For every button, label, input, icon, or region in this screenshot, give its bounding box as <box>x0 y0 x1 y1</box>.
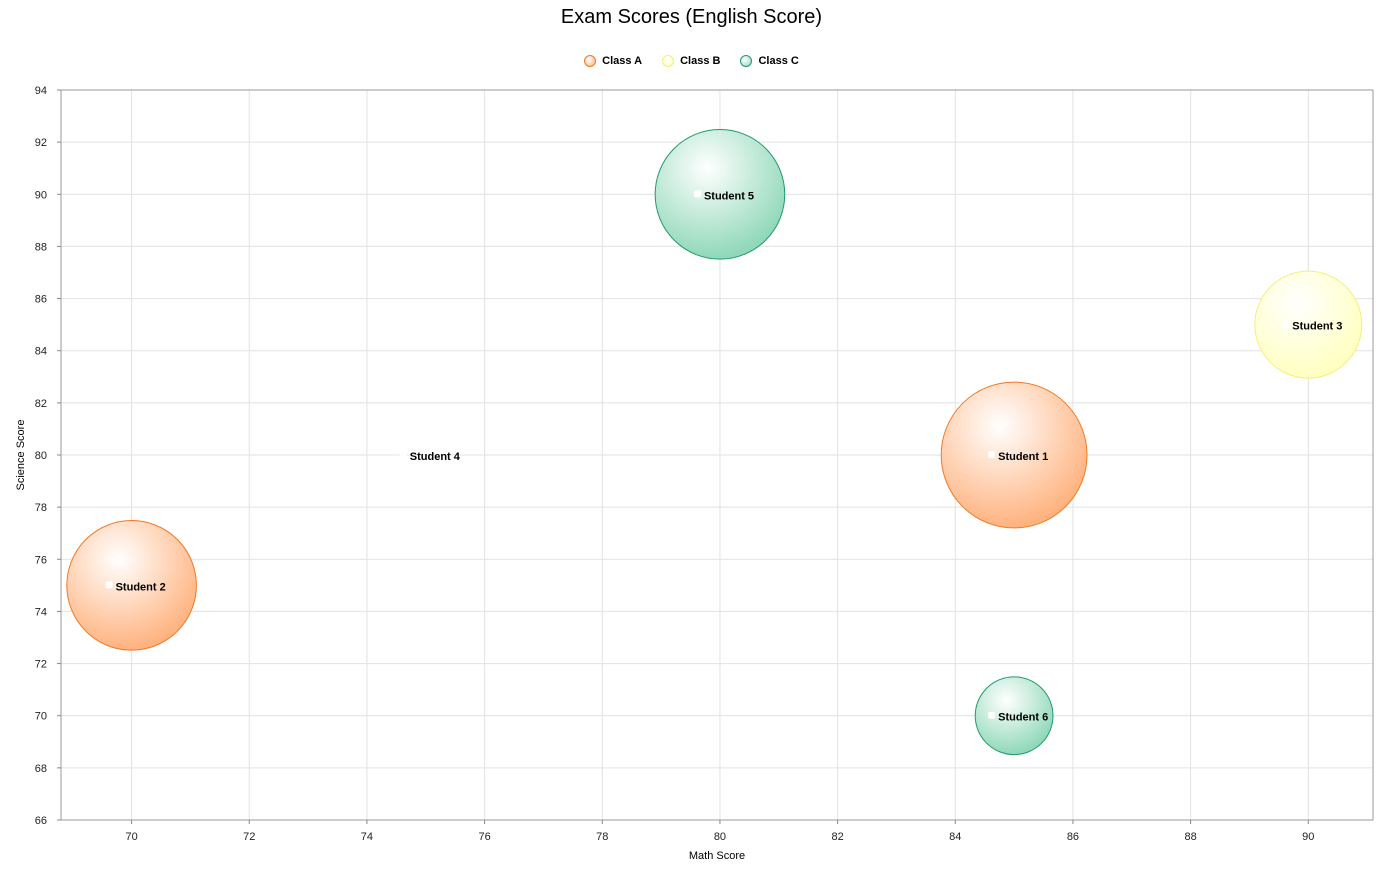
chart-title: Exam Scores (English Score) <box>560 6 823 28</box>
x-tick-label: 84 <box>949 831 961 843</box>
bubble-label-student-5: Student 5 <box>704 190 754 202</box>
bubble-label-student-6: Student 6 <box>998 712 1048 724</box>
axes: 70 72 74 76 78 80 82 84 86 88 90 66 68 70 72 74 76 78 80 82… <box>35 85 1374 843</box>
y-tick-label: 90 <box>35 189 47 201</box>
y-tick-label: 68 <box>35 763 47 775</box>
y-tick-label: 86 <box>35 294 47 306</box>
y-tick-label: 78 <box>35 502 47 514</box>
label-marker-student-5 <box>693 190 701 198</box>
legend-label-class-b: Class B <box>680 55 721 67</box>
label-marker-student-1 <box>988 451 996 458</box>
y-tick-label: 82 <box>35 398 47 410</box>
legend-swatch-class-c <box>740 55 753 67</box>
bubble-label-student-4: Student 4 <box>410 451 461 463</box>
x-tick-label: 90 <box>1302 831 1314 843</box>
legend-label-class-c: Class C <box>758 55 799 67</box>
x-tick-label: 82 <box>831 831 843 843</box>
y-tick-label: 80 <box>35 450 47 462</box>
bubble-label-student-3: Student 3 <box>1292 321 1342 333</box>
label-marker-student-4 <box>399 451 407 458</box>
label-marker-student-3 <box>1282 320 1290 328</box>
x-tick-label: 88 <box>1184 831 1196 843</box>
x-tick-label: 72 <box>243 831 255 843</box>
y-tick-label: 66 <box>35 815 47 827</box>
legend-swatch-class-a <box>584 55 597 67</box>
x-tick-label: 70 <box>125 831 137 843</box>
y-tick-label: 92 <box>35 137 47 149</box>
bubbles <box>66 128 1363 756</box>
x-axis-title: Math Score <box>689 850 745 862</box>
bubble-labels: Student 1 Student 2 Student 3 Student 4 Stud… <box>105 190 1342 724</box>
y-tick-label: 94 <box>35 85 47 97</box>
y-tick-label: 88 <box>35 241 47 253</box>
y-axis-title: Science Score <box>15 420 27 491</box>
label-marker-student-2 <box>105 581 113 589</box>
bubble-label-student-1: Student 1 <box>998 451 1048 463</box>
legend-item-class-c[interactable]: Class C <box>740 55 799 67</box>
x-tick-label: 78 <box>596 831 608 843</box>
label-marker-student-6 <box>988 711 996 719</box>
bubble-student-2[interactable] <box>66 520 197 651</box>
legend-swatch-class-b <box>662 55 675 67</box>
y-tick-label: 84 <box>35 346 47 358</box>
bubble-student-6[interactable] <box>974 676 1054 756</box>
bubble-student-3[interactable] <box>1254 270 1363 379</box>
x-tick-label: 74 <box>361 831 373 843</box>
legend-item-class-a[interactable]: Class A <box>584 55 642 67</box>
bubble-student-5[interactable] <box>654 128 786 260</box>
x-tick-label: 80 <box>714 831 726 843</box>
y-tick-label: 74 <box>35 606 47 618</box>
y-tick-label: 72 <box>35 659 47 671</box>
legend-item-class-b[interactable]: Class B <box>662 55 720 67</box>
bubble-label-student-2: Student 2 <box>116 581 166 593</box>
x-tick-label: 76 <box>478 831 490 843</box>
y-tick-label: 76 <box>35 554 47 566</box>
y-tick-label: 70 <box>35 711 47 723</box>
legend: Class A Class B Class C <box>0 52 1383 70</box>
legend-label-class-a: Class A <box>602 55 643 67</box>
bubble-student-1[interactable] <box>940 381 1088 529</box>
x-tick-label: 86 <box>1067 831 1079 843</box>
